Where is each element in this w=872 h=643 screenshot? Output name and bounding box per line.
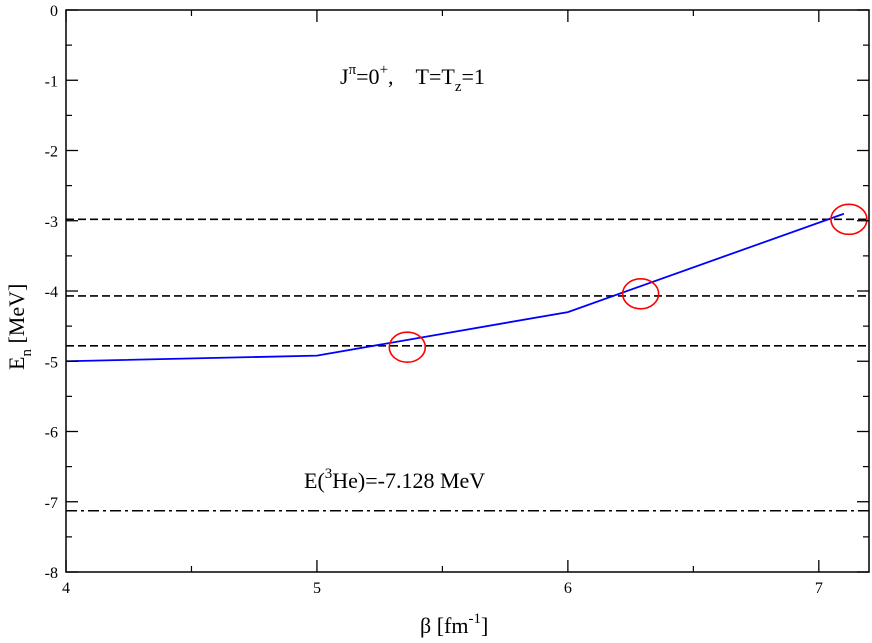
y-tick-label-6: -6 bbox=[45, 425, 58, 442]
y-tick-label-0: 0 bbox=[50, 3, 58, 20]
y-tick-label-5: -5 bbox=[45, 354, 58, 371]
y-tick-label-4: -4 bbox=[45, 284, 58, 301]
crossing-marker-1 bbox=[621, 278, 660, 310]
y-tick-label-7: -7 bbox=[45, 495, 58, 512]
crossing-marker-2 bbox=[830, 203, 868, 236]
crossing-marker-0 bbox=[388, 331, 427, 364]
y-tick-label-1: -1 bbox=[45, 73, 58, 90]
x-tick-label-2: 6 bbox=[564, 580, 572, 597]
y-axis-title: En [MeV] bbox=[4, 284, 35, 370]
plot-frame bbox=[65, 9, 870, 573]
y-tick-label-2: -2 bbox=[45, 144, 58, 161]
x-tick-label-0: 4 bbox=[62, 580, 70, 597]
he3-energy-annotation: E(3He)=-7.128 MeV bbox=[304, 466, 485, 493]
quantum-numbers-annotation: Jπ=0+, T=Tz=1 bbox=[340, 62, 485, 95]
series-line-0 bbox=[65, 212, 845, 363]
x-axis-title: β [fm-1] bbox=[420, 611, 488, 638]
y-tick-label-8: -8 bbox=[45, 565, 58, 582]
y-tick-label-3: -3 bbox=[45, 214, 58, 231]
x-tick-label-3: 7 bbox=[815, 580, 823, 597]
x-tick-label-1: 5 bbox=[313, 580, 321, 597]
